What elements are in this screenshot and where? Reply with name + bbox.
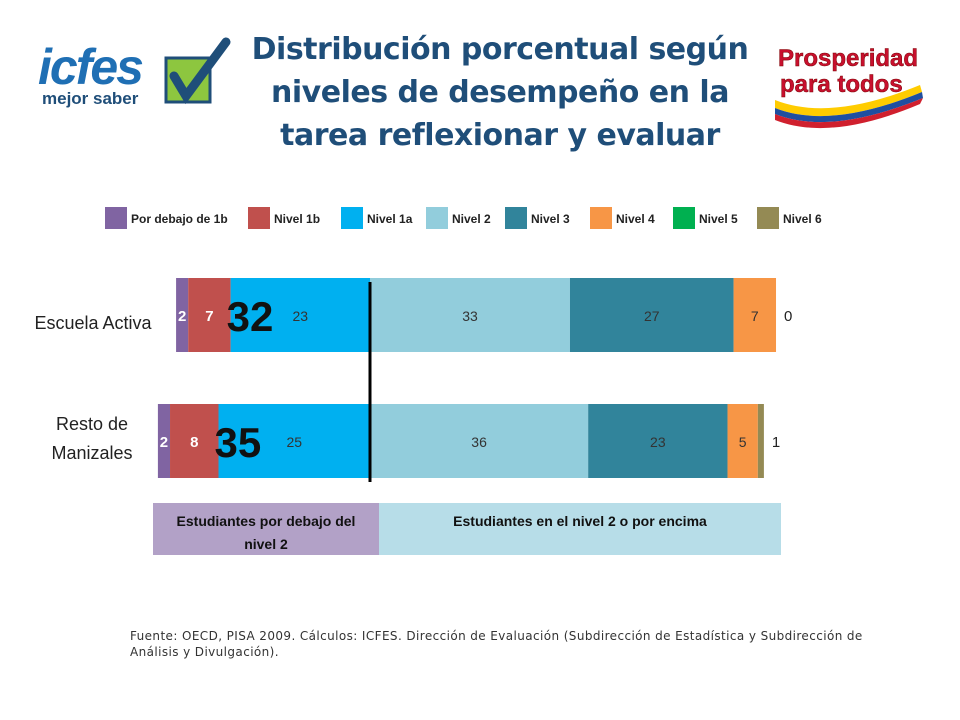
- bar-2-segment-2: [170, 404, 219, 478]
- legend-swatch-3: [341, 207, 363, 229]
- flag-stripe-red: [775, 98, 923, 129]
- legend-label-2: Nivel 1b: [274, 212, 320, 226]
- bar-1-segment-6: [733, 278, 777, 352]
- bar-2-segment-8: [757, 404, 764, 478]
- flag-stripe-blue: [775, 92, 923, 123]
- bar-1-below-total: 32: [227, 293, 274, 340]
- bar-2-segment-5: [588, 404, 728, 478]
- band-below-level2: [153, 503, 379, 555]
- legend-swatch-5: [505, 207, 527, 229]
- prosperidad-line2: para todos: [780, 71, 903, 98]
- bar-2-value-3: 25: [286, 434, 302, 450]
- prosperidad-logo: Prosperidad para todos: [770, 30, 930, 130]
- prosperidad-line1: Prosperidad: [778, 45, 918, 72]
- bar-1-value-4: 33: [462, 308, 478, 324]
- bar-1-segment-4: [370, 278, 570, 352]
- bar-2-value-6: 5: [739, 434, 747, 450]
- band-below-label-line-2: nivel 2: [244, 536, 288, 552]
- bar-1-value-1: 2: [178, 308, 186, 325]
- category-label-1-line-1: Escuela Activa: [34, 313, 152, 333]
- legend-label-5: Nivel 3: [531, 212, 570, 226]
- bar-2-below-total: 35: [215, 419, 262, 466]
- band-above-label: Estudiantes en el nivel 2 o por encima: [453, 513, 707, 529]
- legend-swatch-4: [426, 207, 448, 229]
- bar-1-value-6: 7: [751, 308, 759, 324]
- icfes-logo-subtext: mejor saber: [42, 89, 139, 108]
- bar-2-value-4: 36: [471, 434, 487, 450]
- page-title: Distribución porcentual según niveles de…: [251, 32, 749, 153]
- bar-1-value-2: 7: [205, 308, 213, 325]
- bar-2-segment-6: [727, 404, 758, 478]
- category-label-2-line-2: Manizales: [51, 443, 132, 463]
- legend-swatch-6: [590, 207, 612, 229]
- bar-2-segment-3: [218, 404, 370, 478]
- legend-swatch-2: [248, 207, 270, 229]
- legend-label-8: Nivel 6: [783, 212, 822, 226]
- flag-stripe-yellow: [775, 85, 922, 117]
- bar-2-value-1: 2: [160, 434, 168, 451]
- legend-label-3: Nivel 1a: [367, 212, 413, 226]
- bar-2-value-2: 8: [190, 434, 198, 451]
- bar-2-value-5: 23: [650, 434, 666, 450]
- bar-1-segment-1: [176, 278, 189, 352]
- bar-1-segment-2: [188, 278, 231, 352]
- category-label-2-line-1: Resto de: [56, 414, 128, 434]
- legend-label-4: Nivel 2: [452, 212, 491, 226]
- legend-swatch-8: [757, 207, 779, 229]
- bar-1-segment-3: [230, 278, 370, 352]
- bar-1-segment-5: [569, 278, 734, 352]
- icfes-logo-text: icfes: [38, 39, 143, 95]
- band-level2-above: [379, 503, 781, 555]
- legend-label-7: Nivel 5: [699, 212, 738, 226]
- legend-label-6: Nivel 4: [616, 212, 655, 226]
- source-note: Fuente: OECD, PISA 2009. Cálculos: ICFES…: [130, 629, 863, 659]
- bar-2-segment-1: [157, 404, 171, 478]
- bar-1-value-3: 23: [293, 308, 309, 324]
- bar-2-segment-4: [370, 404, 589, 478]
- band-below-label-line-1: Estudiantes por debajo del: [177, 513, 356, 529]
- icfes-logo: icfes mejor saber: [36, 36, 236, 116]
- legend-label-1: Por debajo de 1b: [131, 212, 228, 226]
- legend-swatch-7: [673, 207, 695, 229]
- bar-1-trailing-label: 0: [784, 308, 792, 325]
- checkmark-icon: [169, 37, 231, 105]
- legend-swatch-1: [105, 207, 127, 229]
- bar-1-value-5: 27: [644, 308, 660, 324]
- bar-2-trailing-label: 1: [772, 434, 780, 451]
